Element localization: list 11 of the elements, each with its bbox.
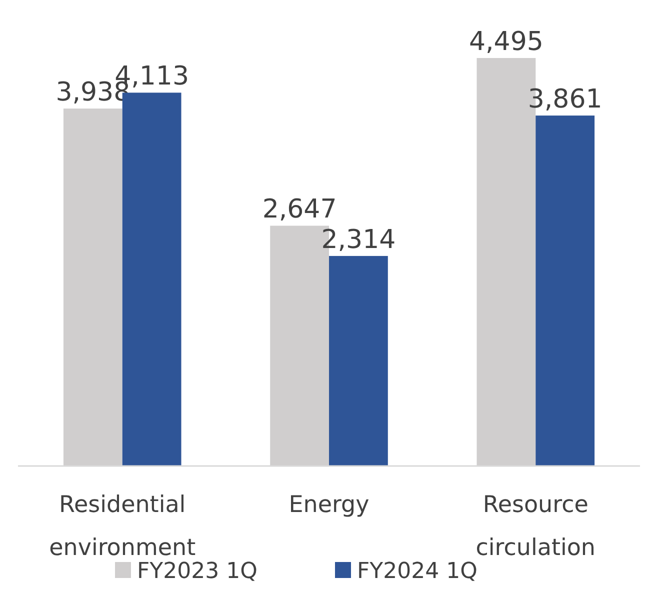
x-tick-label: Residential environment — [49, 492, 196, 561]
x-tick-label: Resource circulation — [476, 492, 596, 561]
bar — [536, 116, 595, 466]
data-label: 2,647 — [262, 194, 337, 225]
data-label: 4,495 — [468, 27, 544, 57]
data-label: 3,861 — [528, 84, 602, 115]
data-label: 2,314 — [321, 224, 396, 255]
legend-label: FY2023 1Q — [137, 559, 258, 584]
bar — [329, 256, 388, 466]
legend-label: FY2024 1Q — [357, 559, 478, 584]
x-tick-label: Energy — [288, 492, 370, 518]
